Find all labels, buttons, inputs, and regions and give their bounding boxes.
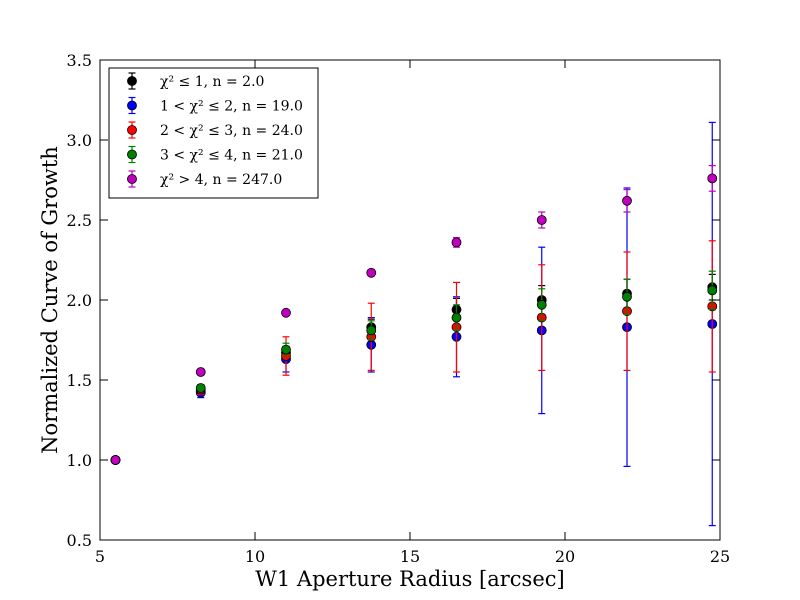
legend-item: 2 < χ² ≤ 3, n = 24.0 — [127, 121, 303, 139]
data-point — [451, 237, 462, 248]
data-point — [536, 215, 547, 225]
legend-label: 1 < χ² ≤ 2, n = 19.0 — [160, 99, 303, 115]
x-axis-title: W1 Aperture Radius [arcsec] — [255, 567, 564, 591]
legend-marker — [127, 125, 137, 135]
data-point — [281, 344, 291, 355]
legend-label: 2 < χ² ≤ 3, n = 24.0 — [160, 123, 303, 139]
x-tick-label: 10 — [245, 547, 265, 566]
y-tick-label: 0.5 — [67, 531, 92, 550]
legend-item: χ² ≤ 1, n = 2.0 — [127, 72, 264, 90]
data-point — [707, 285, 718, 296]
data-point — [366, 325, 377, 336]
y-tick-label: 2.0 — [67, 291, 92, 310]
legend-box — [108, 67, 319, 199]
data-point — [195, 367, 206, 377]
x-tick-label: 5 — [95, 547, 105, 566]
legend-marker — [127, 76, 137, 86]
legend: χ² ≤ 1, n = 2.0 1 < χ² ≤ 2, n = 19.0 2 < χ… — [108, 67, 319, 199]
y-tick-label: 1.5 — [67, 371, 92, 390]
data-point — [195, 383, 206, 393]
y-tick-label: 2.5 — [67, 211, 92, 230]
series-4 — [110, 165, 718, 465]
data-point — [281, 307, 291, 318]
y-tick-label: 1.0 — [67, 451, 92, 470]
data-point — [110, 455, 121, 465]
data-point — [536, 299, 547, 310]
axis-ticks: 5 10 15 20 25 0.5 1.0 1.5 2.0 2.5 3.0 3.5 — [67, 51, 731, 566]
legend-label: χ² > 4, n = 247.0 — [160, 172, 282, 188]
y-axis-title: Normalized Curve of Growth — [38, 146, 62, 454]
plot-area — [110, 121, 718, 527]
legend-label: χ² ≤ 1, n = 2.0 — [160, 74, 264, 90]
legend-marker — [127, 149, 137, 160]
legend-item: χ² > 4, n = 247.0 — [127, 170, 282, 188]
series-2 — [110, 240, 718, 465]
data-point — [707, 173, 718, 184]
legend-marker — [127, 174, 137, 184]
legend-marker — [127, 100, 137, 111]
x-tick-label: 20 — [555, 547, 575, 566]
series-3 — [110, 270, 718, 465]
legend-item: 3 < χ² ≤ 4, n = 21.0 — [127, 145, 303, 164]
legend-label: 3 < χ² ≤ 4, n = 21.0 — [160, 148, 303, 164]
y-tick-label: 3.5 — [67, 51, 92, 70]
data-point — [622, 291, 632, 302]
y-tick-label: 3.0 — [67, 131, 92, 150]
x-tick-label: 15 — [400, 547, 420, 566]
data-point — [622, 195, 632, 206]
data-point — [451, 312, 462, 323]
x-tick-label: 25 — [710, 547, 730, 566]
data-point — [366, 267, 377, 278]
legend-item: 1 < χ² ≤ 2, n = 19.0 — [127, 96, 303, 115]
